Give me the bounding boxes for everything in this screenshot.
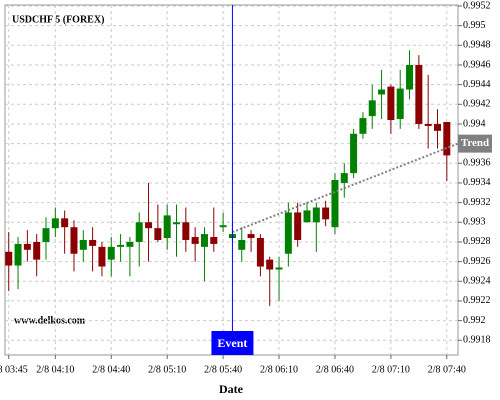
candle-body — [415, 64, 423, 124]
plot-frame — [4, 4, 459, 356]
candle-body — [51, 218, 59, 229]
y-tick-label: 0.993 — [463, 217, 486, 228]
event-label: Event — [217, 336, 247, 350]
candle-body — [378, 89, 386, 95]
y-tick-label: 0.9946 — [463, 59, 491, 70]
candle-body — [42, 228, 50, 242]
candle-body — [266, 259, 274, 270]
y-tick-label: 0.9952 — [463, 0, 491, 11]
candle-body — [322, 207, 330, 220]
candle-body — [350, 133, 358, 174]
candle-body — [340, 173, 348, 183]
candle-body — [284, 212, 292, 254]
candle-body — [191, 237, 199, 244]
candle-body — [61, 218, 69, 228]
candle-body — [79, 239, 87, 250]
candle-body — [182, 222, 190, 240]
y-tick-label: 0.9932 — [463, 197, 491, 208]
candle-body — [303, 210, 311, 223]
candle-body — [5, 251, 13, 266]
candle-body — [359, 118, 367, 134]
y-tick-label: 0.9922 — [463, 295, 491, 306]
candle-body — [33, 241, 41, 260]
candle-body — [406, 64, 414, 90]
candle-body — [387, 86, 395, 121]
candle-body — [275, 267, 283, 270]
x-tick-label: 2/8 06:40 — [316, 364, 354, 375]
y-tick-label: 0.9936 — [463, 158, 491, 169]
candle-body — [98, 246, 106, 267]
candle-body — [294, 212, 302, 240]
candle-body — [117, 244, 125, 247]
y-tick-label: 0.9948 — [463, 40, 491, 51]
x-tick-label: 2/8 03:45 — [0, 364, 28, 375]
candle-body — [443, 121, 451, 156]
candle-body — [238, 239, 246, 250]
y-tick-label: 0.9924 — [463, 276, 491, 287]
candle-body — [89, 239, 97, 246]
x-tick-label: 2/8 07:10 — [372, 364, 410, 375]
candle-body — [14, 243, 22, 266]
candle-body — [126, 241, 134, 247]
candle-body — [154, 228, 162, 240]
candle-body — [163, 215, 171, 239]
candle-body — [433, 123, 441, 131]
candle-body — [210, 237, 218, 244]
candle-body — [70, 227, 78, 254]
trend-line — [232, 142, 459, 234]
trend-label: Trend — [461, 137, 489, 149]
x-tick-label: 2/8 04:40 — [92, 364, 130, 375]
candle-body — [368, 100, 376, 117]
x-tick-label: 2/8 04:10 — [36, 364, 74, 375]
y-tick-label: 0.994 — [463, 118, 486, 129]
chart-title: USDCHF 5 (FOREX) — [12, 14, 104, 25]
candle-body — [200, 234, 208, 247]
y-tick-label: 0.995 — [463, 20, 486, 31]
y-tick-label: 0.992 — [463, 315, 486, 326]
candle-body — [23, 243, 31, 250]
y-tick-label: 0.9928 — [463, 236, 491, 247]
candle-body — [107, 246, 115, 260]
candle-body — [331, 180, 339, 228]
x-tick-label: 2/8 05:10 — [148, 364, 186, 375]
y-tick-label: 0.9918 — [463, 335, 491, 346]
candle-body — [145, 222, 153, 229]
candle-body — [312, 207, 320, 223]
y-tick-label: 0.9942 — [463, 99, 491, 110]
candle-body — [173, 222, 181, 225]
candle-body — [396, 88, 404, 120]
trend-label-box — [458, 134, 492, 153]
x-axis-label: Date — [219, 382, 244, 396]
y-tick-label: 0.9934 — [463, 177, 491, 188]
y-tick-label: 0.9944 — [463, 79, 491, 90]
candle-body — [256, 238, 264, 267]
event-box — [211, 331, 254, 355]
candle-body — [219, 225, 227, 228]
x-tick-label: 2/8 07:40 — [428, 364, 466, 375]
y-tick-label: 0.9926 — [463, 256, 491, 267]
candle-body — [424, 123, 432, 126]
x-tick-label: 2/8 06:10 — [260, 364, 298, 375]
candle-body — [135, 222, 143, 242]
candle-body — [247, 234, 255, 239]
x-tick-label: 2/8 05:40 — [204, 364, 242, 375]
